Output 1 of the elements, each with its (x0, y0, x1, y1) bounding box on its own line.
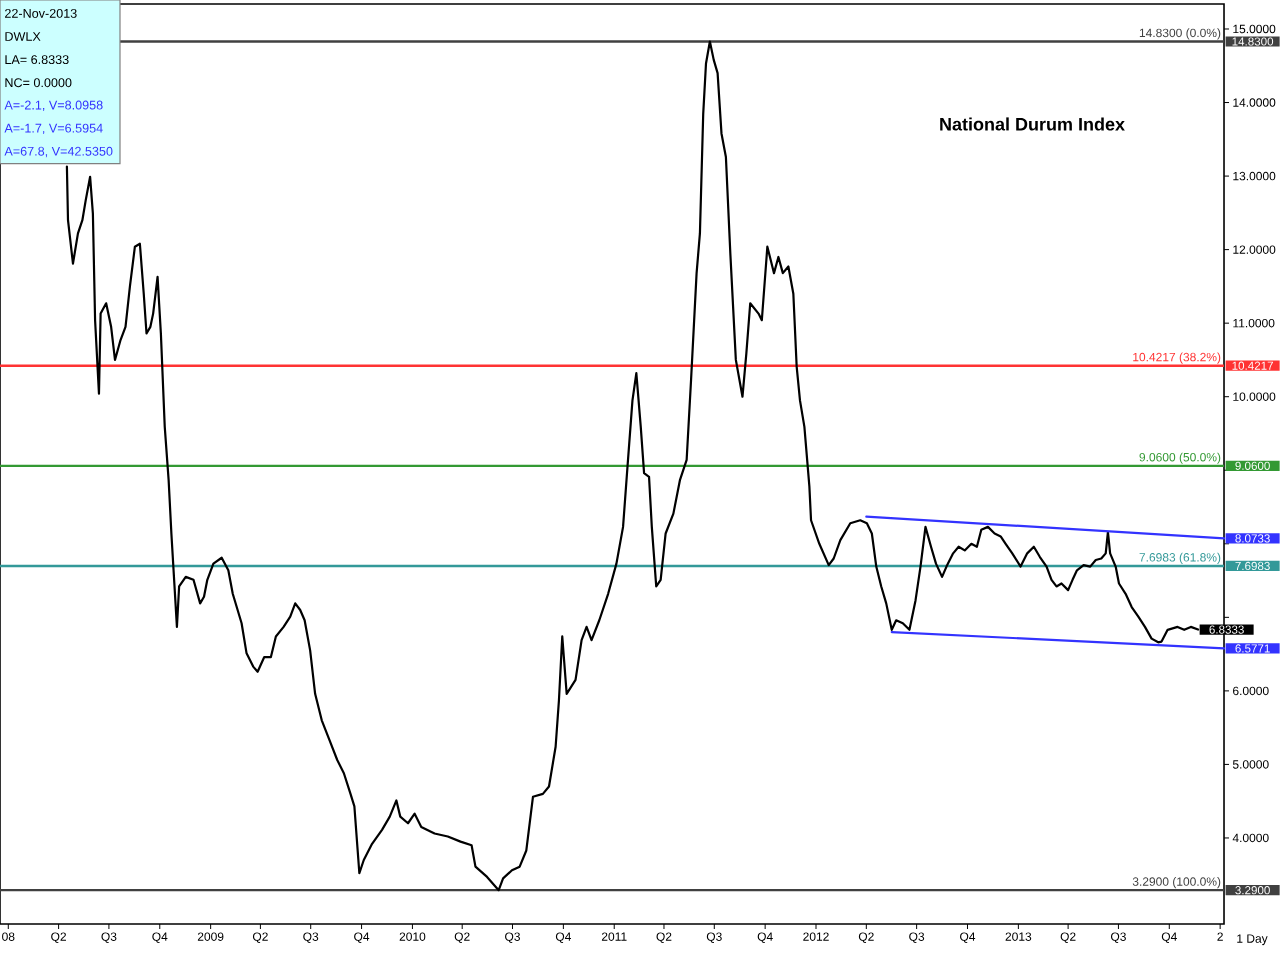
text: National Durum Index (940, 117, 1125, 131)
